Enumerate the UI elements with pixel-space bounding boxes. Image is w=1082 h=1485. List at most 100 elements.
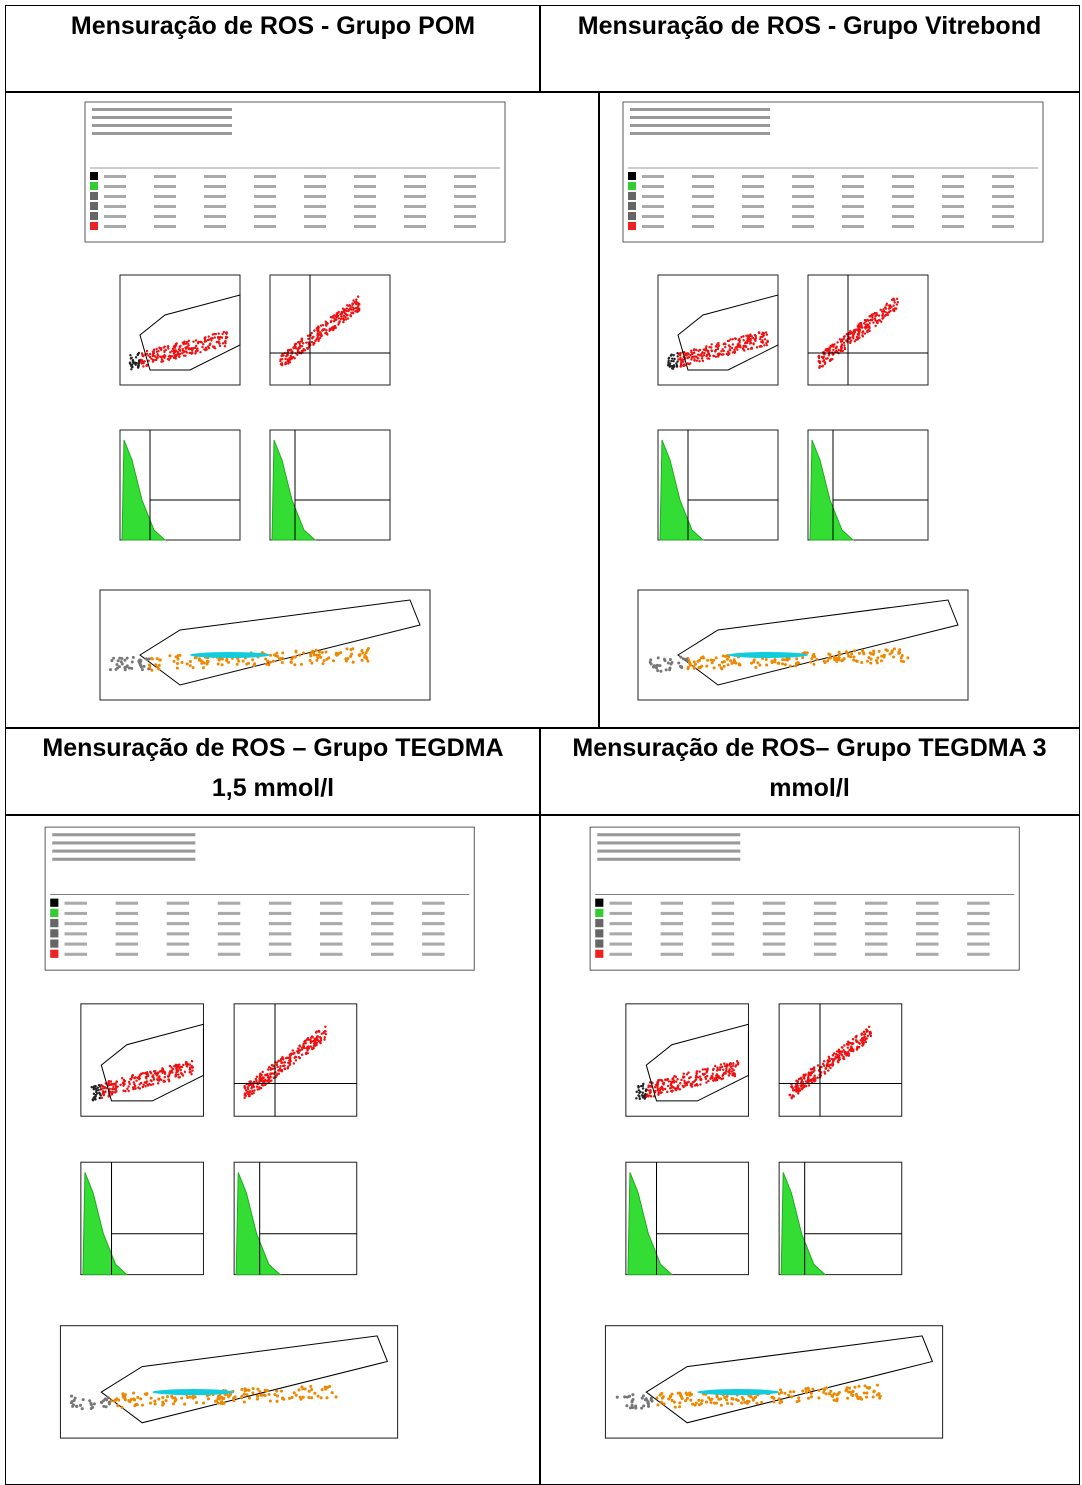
event-dot	[689, 1076, 691, 1078]
event-dot	[843, 1044, 845, 1046]
event-dot	[850, 332, 852, 334]
event-dot	[752, 1399, 755, 1402]
event-dot	[142, 355, 144, 357]
event-dot	[169, 1065, 171, 1067]
gate	[101, 1336, 387, 1423]
event-dot	[191, 1060, 193, 1062]
event-dot	[872, 321, 874, 323]
event-dot	[273, 1393, 276, 1396]
event-dot	[178, 348, 180, 350]
event-dot	[788, 657, 791, 660]
event-dot	[869, 662, 872, 665]
event-dot	[243, 1401, 246, 1404]
event-dot	[315, 1044, 317, 1046]
text-smudge	[454, 185, 476, 188]
event-dot	[838, 653, 841, 656]
event-dot	[304, 1040, 306, 1042]
text-smudge	[354, 225, 376, 228]
histogram	[628, 1172, 672, 1274]
text-smudge	[642, 185, 664, 188]
event-dot	[100, 1401, 103, 1404]
population-swatch	[90, 192, 98, 200]
event-dot	[142, 1084, 144, 1086]
event-dot	[789, 1390, 792, 1393]
event-dot	[167, 358, 169, 360]
event-dot	[835, 347, 837, 349]
event-dot	[858, 652, 861, 655]
event-dot	[765, 331, 767, 333]
event-dot	[698, 1070, 700, 1072]
event-dot	[324, 1036, 326, 1038]
event-dot	[732, 1062, 734, 1064]
event-dot	[731, 1073, 733, 1075]
event-dot	[672, 360, 674, 362]
event-dot	[673, 1079, 675, 1081]
text-smudge	[814, 932, 836, 935]
population-swatch	[50, 950, 58, 958]
event-dot	[688, 356, 690, 358]
event-dot	[316, 1395, 319, 1398]
event-dot	[863, 1391, 866, 1394]
event-dot	[670, 663, 673, 666]
event-dot	[289, 358, 291, 360]
text-smudge	[865, 953, 887, 956]
event-dot	[93, 1402, 96, 1405]
event-dot	[262, 1080, 264, 1082]
text-smudge	[116, 932, 138, 935]
gate	[646, 1336, 932, 1423]
event-dot	[157, 1071, 159, 1073]
event-dot	[723, 660, 726, 663]
event-dot	[217, 332, 219, 334]
event-dot	[178, 355, 180, 357]
text-smudge	[65, 953, 87, 956]
text-smudge	[610, 902, 632, 905]
event-dot	[685, 1391, 688, 1394]
text-smudge	[763, 922, 785, 925]
event-dot	[299, 345, 301, 347]
text-smudge	[218, 943, 240, 946]
event-dot	[685, 659, 688, 662]
event-dot	[105, 1087, 107, 1089]
text-smudge	[916, 902, 938, 905]
text-smudge	[792, 195, 814, 198]
event-dot	[298, 1044, 300, 1046]
event-dot	[883, 656, 886, 659]
event-dot	[284, 358, 286, 360]
event-dot	[805, 1388, 808, 1391]
text-smudge	[218, 912, 240, 915]
event-dot	[177, 658, 180, 661]
event-dot	[207, 339, 209, 341]
event-dot	[901, 654, 904, 657]
event-dot	[161, 1396, 164, 1399]
event-dot	[301, 340, 303, 342]
event-dot	[695, 1073, 697, 1075]
event-dot	[854, 340, 856, 342]
event-dot	[676, 352, 678, 354]
text-smudge	[154, 215, 176, 218]
text-smudge	[763, 912, 785, 915]
event-dot	[818, 365, 820, 367]
text-smudge	[892, 225, 914, 228]
event-dot	[795, 657, 798, 660]
text-smudge	[942, 215, 964, 218]
text-smudge	[422, 922, 444, 925]
event-dot	[282, 1065, 284, 1067]
event-dot	[281, 657, 284, 660]
event-dot	[813, 1075, 815, 1077]
event-dot	[288, 1059, 290, 1061]
event-dot	[263, 1077, 265, 1079]
event-dot	[307, 348, 309, 350]
event-dot	[112, 657, 115, 660]
event-dot	[712, 1068, 714, 1070]
event-dot	[636, 1091, 638, 1093]
text-smudge	[218, 922, 240, 925]
event-dot	[293, 1052, 295, 1054]
event-dot	[308, 1045, 310, 1047]
event-dot	[299, 1057, 301, 1059]
event-dot	[304, 1387, 307, 1390]
event-dot	[866, 326, 868, 328]
event-dot	[818, 1389, 821, 1392]
event-dot	[290, 1053, 292, 1055]
event-dot	[669, 666, 672, 669]
event-dot	[702, 1068, 704, 1070]
